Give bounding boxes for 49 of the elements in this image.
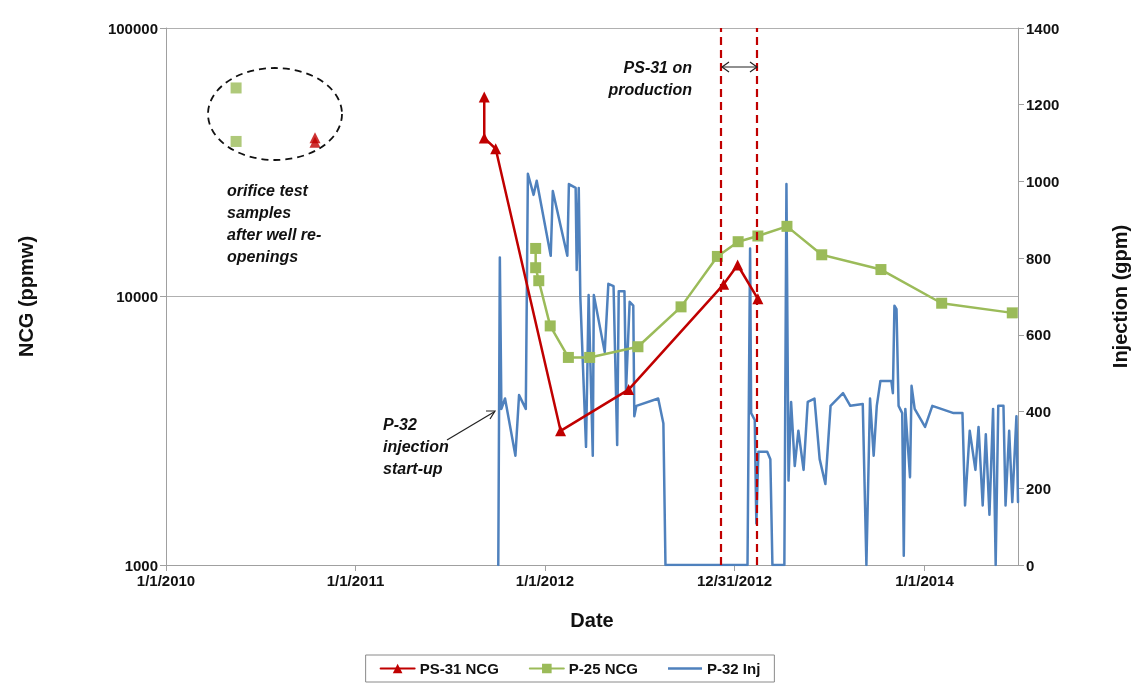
x-tick-label: 1/1/2012 — [515, 572, 575, 589]
y2-tick-label: 800 — [1026, 249, 1052, 267]
line-series — [497, 172, 1020, 567]
point — [490, 143, 502, 155]
point — [781, 220, 793, 232]
legend-label: PS-31 NCG — [419, 660, 499, 677]
y2-axis-title: Injection (gpm) — [1109, 224, 1131, 369]
point — [584, 351, 596, 363]
point — [632, 341, 644, 353]
y2-tick-label: 200 — [1026, 479, 1052, 497]
y-tick-label: 1000 — [124, 556, 158, 574]
y-axis-title: NCG (ppmw) — [15, 235, 37, 358]
y2-tick-label: 1000 — [1026, 172, 1060, 190]
point — [555, 425, 567, 437]
point — [732, 236, 744, 248]
point — [1006, 307, 1018, 319]
annotation: PS-31 on production — [607, 58, 692, 100]
point — [533, 275, 545, 287]
y2-tick-label: 0 — [1026, 556, 1035, 574]
y2-tick-label: 1400 — [1026, 19, 1060, 37]
point — [816, 249, 828, 261]
point — [623, 384, 635, 396]
point — [530, 242, 542, 254]
point — [544, 320, 556, 332]
point — [936, 297, 948, 309]
y2-tick-label: 1200 — [1026, 96, 1060, 114]
annotation: P-32 injection start-up — [383, 415, 450, 479]
y-tick-label: 10000 — [116, 288, 158, 305]
y2-tick-label: 400 — [1026, 403, 1052, 421]
point — [711, 250, 723, 262]
annotation: orifice test samples after well re-openings — [227, 181, 323, 267]
point — [309, 136, 321, 148]
point — [530, 262, 542, 274]
point — [478, 91, 490, 103]
y2-tick-label: 600 — [1026, 326, 1052, 344]
legend-label: P-32 Inj — [707, 660, 761, 677]
x-tick-label: 12/31/2012 — [696, 572, 773, 589]
point — [675, 301, 687, 313]
point — [732, 259, 744, 271]
x-axis-title: Date — [570, 609, 614, 631]
y-tick-label: 100000 — [107, 19, 158, 37]
legend-label: P-25 NCG — [568, 660, 639, 677]
point — [230, 135, 242, 147]
x-tick-label: 1/1/2011 — [326, 572, 385, 589]
x-tick-label: 1/1/2014 — [895, 572, 955, 589]
point — [230, 82, 242, 94]
point — [875, 264, 887, 276]
point — [562, 351, 574, 363]
x-tick-label: 1/1/2010 — [136, 572, 196, 589]
